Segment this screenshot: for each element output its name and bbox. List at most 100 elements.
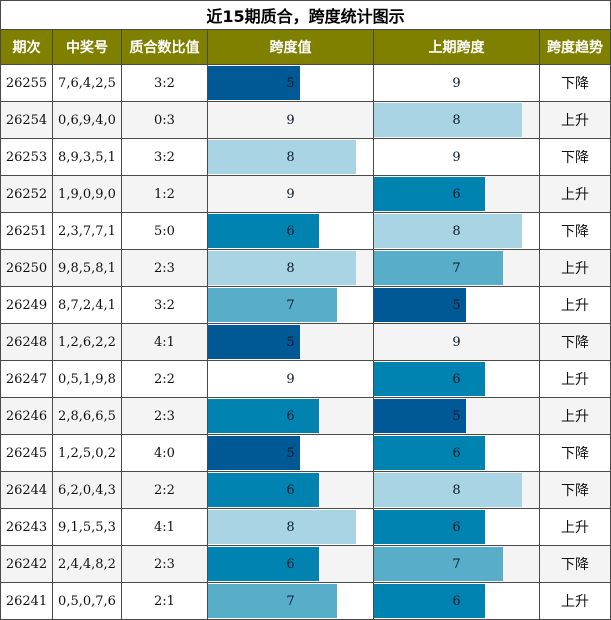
period-cell: 26253	[0, 138, 53, 176]
ratio-cell: 3:2	[121, 138, 208, 176]
table-row: 26243 9,1,5,5,3 4:1 8 6 上升	[0, 508, 611, 546]
trend-cell: 上升	[538, 508, 611, 546]
period-cell: 26242	[0, 545, 53, 583]
span-cell-value: 5	[286, 75, 295, 91]
numbers-cell: 0,5,1,9,8	[52, 360, 122, 398]
span-cell-bar	[208, 251, 356, 285]
span-cell-value: 8	[286, 260, 295, 276]
prev-span-cell-value: 8	[452, 482, 461, 498]
prev-span-cell: 8	[373, 212, 540, 250]
table-row: 26254 0,6,9,4,0 0:3 9 8 上升	[0, 101, 611, 139]
header-ratio: 质合数比值	[121, 29, 208, 65]
span-cell: 5	[207, 64, 374, 102]
header-row: 期次 中奖号 质合数比值 跨度值 上期跨度 跨度趋势	[0, 29, 611, 65]
span-cell-value: 6	[286, 556, 295, 572]
trend-cell: 下降	[538, 545, 611, 583]
span-cell-value: 7	[286, 297, 295, 313]
numbers-cell: 2,8,6,6,5	[52, 397, 122, 435]
numbers-cell: 8,7,2,4,1	[52, 286, 122, 324]
ratio-cell: 4:1	[121, 508, 208, 546]
prev-span-cell-value: 6	[452, 371, 461, 387]
span-cell: 7	[207, 582, 374, 620]
span-cell-value: 6	[286, 223, 295, 239]
span-cell: 5	[207, 323, 374, 361]
trend-cell: 下降	[538, 471, 611, 509]
span-cell-value: 8	[286, 519, 295, 535]
prev-span-cell-value: 5	[452, 408, 461, 424]
table-row: 26249 8,7,2,4,1 3:2 7 5 上升	[0, 286, 611, 324]
span-cell: 5	[207, 434, 374, 472]
span-cell: 8	[207, 249, 374, 287]
period-cell: 26249	[0, 286, 53, 324]
table-row: 26251 2,3,7,7,1 5:0 6 8 下降	[0, 212, 611, 250]
span-cell: 9	[207, 101, 374, 139]
prev-span-cell-value: 8	[452, 223, 461, 239]
prev-span-cell-bar	[374, 436, 485, 470]
span-cell-bar	[208, 584, 337, 618]
ratio-cell: 4:1	[121, 323, 208, 361]
span-cell-bar	[208, 436, 300, 470]
prev-span-cell: 6	[373, 508, 540, 546]
span-cell-value: 6	[286, 408, 295, 424]
span-cell: 9	[207, 175, 374, 213]
prev-span-cell-value: 9	[452, 149, 461, 165]
ratio-cell: 2:3	[121, 397, 208, 435]
span-cell-bar	[208, 66, 300, 100]
span-cell-value: 6	[286, 482, 295, 498]
span-cell: 8	[207, 508, 374, 546]
period-cell: 26244	[0, 471, 53, 509]
prev-span-cell-value: 5	[452, 297, 461, 313]
span-cell-value: 5	[286, 334, 295, 350]
header-prev-span: 上期跨度	[373, 29, 540, 65]
span-cell-value: 5	[286, 445, 295, 461]
header-trend: 跨度趋势	[538, 29, 611, 65]
span-cell: 8	[207, 138, 374, 176]
span-cell-bar	[208, 288, 337, 322]
numbers-cell: 9,1,5,5,3	[52, 508, 122, 546]
trend-cell: 上升	[538, 360, 611, 398]
prev-span-cell: 9	[373, 138, 540, 176]
prev-span-cell-bar	[374, 399, 466, 433]
numbers-cell: 8,9,3,5,1	[52, 138, 122, 176]
span-cell-value: 8	[286, 149, 295, 165]
trend-cell: 下降	[538, 64, 611, 102]
period-cell: 26245	[0, 434, 53, 472]
numbers-cell: 7,6,4,2,5	[52, 64, 122, 102]
header-span: 跨度值	[207, 29, 374, 65]
prev-span-cell-bar	[374, 288, 466, 322]
span-cell-bar	[208, 473, 319, 507]
prev-span-cell: 9	[373, 323, 540, 361]
table-row: 26250 9,8,5,8,1 2:3 8 7 上升	[0, 249, 611, 287]
numbers-cell: 1,2,5,0,2	[52, 434, 122, 472]
trend-cell: 上升	[538, 286, 611, 324]
table-row: 26241 0,5,0,7,6 2:1 7 6 上升	[0, 582, 611, 620]
numbers-cell: 1,9,0,9,0	[52, 175, 122, 213]
table-row: 26247 0,5,1,9,8 2:2 9 6 上升	[0, 360, 611, 398]
table-row: 26246 2,8,6,6,5 2:3 6 5 上升	[0, 397, 611, 435]
trend-cell: 下降	[538, 323, 611, 361]
prev-span-cell-bar	[374, 177, 485, 211]
prev-span-cell: 7	[373, 249, 540, 287]
span-cell-bar	[208, 214, 319, 248]
trend-cell: 下降	[538, 138, 611, 176]
prev-span-cell-bar	[374, 584, 485, 618]
span-cell-bar	[208, 325, 300, 359]
trend-cell: 下降	[538, 434, 611, 472]
prev-span-cell: 5	[373, 286, 540, 324]
span-cell-bar	[208, 140, 356, 174]
span-cell: 6	[207, 397, 374, 435]
period-cell: 26255	[0, 64, 53, 102]
table-title: 近15期质合，跨度统计图示	[0, 0, 611, 30]
ratio-cell: 2:3	[121, 545, 208, 583]
prev-span-cell: 6	[373, 175, 540, 213]
ratio-cell: 2:3	[121, 249, 208, 287]
period-cell: 26246	[0, 397, 53, 435]
period-cell: 26252	[0, 175, 53, 213]
period-cell: 26254	[0, 101, 53, 139]
period-cell: 26243	[0, 508, 53, 546]
numbers-cell: 0,5,0,7,6	[52, 582, 122, 620]
prev-span-cell-bar	[374, 510, 485, 544]
period-cell: 26241	[0, 582, 53, 620]
prev-span-cell-value: 8	[452, 112, 461, 128]
prev-span-cell: 7	[373, 545, 540, 583]
